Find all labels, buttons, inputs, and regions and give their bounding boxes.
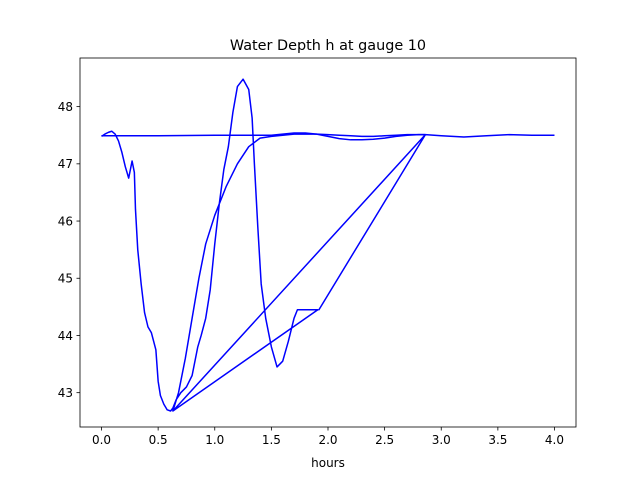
x-tick-label: 4.0 xyxy=(545,433,564,447)
series-lines xyxy=(101,78,555,412)
series-line-0 xyxy=(101,78,555,412)
y-tick-label: 48 xyxy=(58,100,73,114)
plot-background xyxy=(80,58,576,427)
x-tick-label: 3.0 xyxy=(432,433,451,447)
chart-title: Water Depth h at gauge 10 xyxy=(230,38,426,54)
x-tick-label: 2.5 xyxy=(375,433,394,447)
y-tick-label: 47 xyxy=(58,157,73,171)
x-tick-label: 0.5 xyxy=(149,433,168,447)
x-tick-label: 2.0 xyxy=(318,433,337,447)
x-axis-label: hours xyxy=(311,456,345,470)
x-tick-label: 3.5 xyxy=(488,433,507,447)
y-tick-label: 44 xyxy=(58,329,73,343)
y-tick-label: 45 xyxy=(58,272,73,286)
series-line-1 xyxy=(101,132,426,141)
y-axis: 43 44 45 46 47 48 xyxy=(58,100,80,400)
x-tick-label: 1.5 xyxy=(262,433,281,447)
y-tick-label: 46 xyxy=(58,214,73,228)
x-tick-label: 0.0 xyxy=(92,433,111,447)
x-tick-label: 1.0 xyxy=(205,433,224,447)
y-tick-label: 43 xyxy=(58,386,73,400)
plot-area xyxy=(79,57,577,428)
x-axis: 0.0 0.5 1.0 1.5 2.0 2.5 3.0 3.5 4.0 xyxy=(92,427,564,447)
